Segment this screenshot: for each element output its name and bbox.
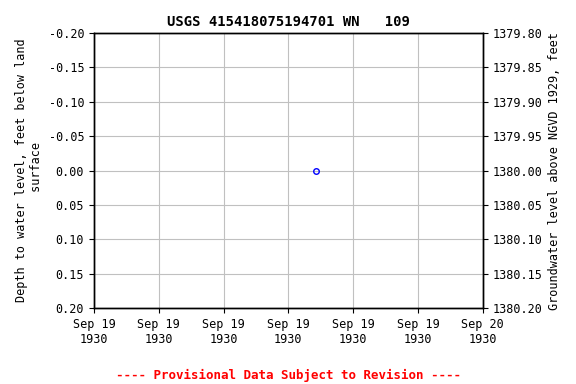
Title: USGS 415418075194701 WN   109: USGS 415418075194701 WN 109 [167,15,410,29]
Y-axis label: Depth to water level, feet below land
 surface: Depth to water level, feet below land su… [15,39,43,303]
Y-axis label: Groundwater level above NGVD 1929, feet: Groundwater level above NGVD 1929, feet [548,31,561,310]
Text: ---- Provisional Data Subject to Revision ----: ---- Provisional Data Subject to Revisio… [116,369,460,382]
